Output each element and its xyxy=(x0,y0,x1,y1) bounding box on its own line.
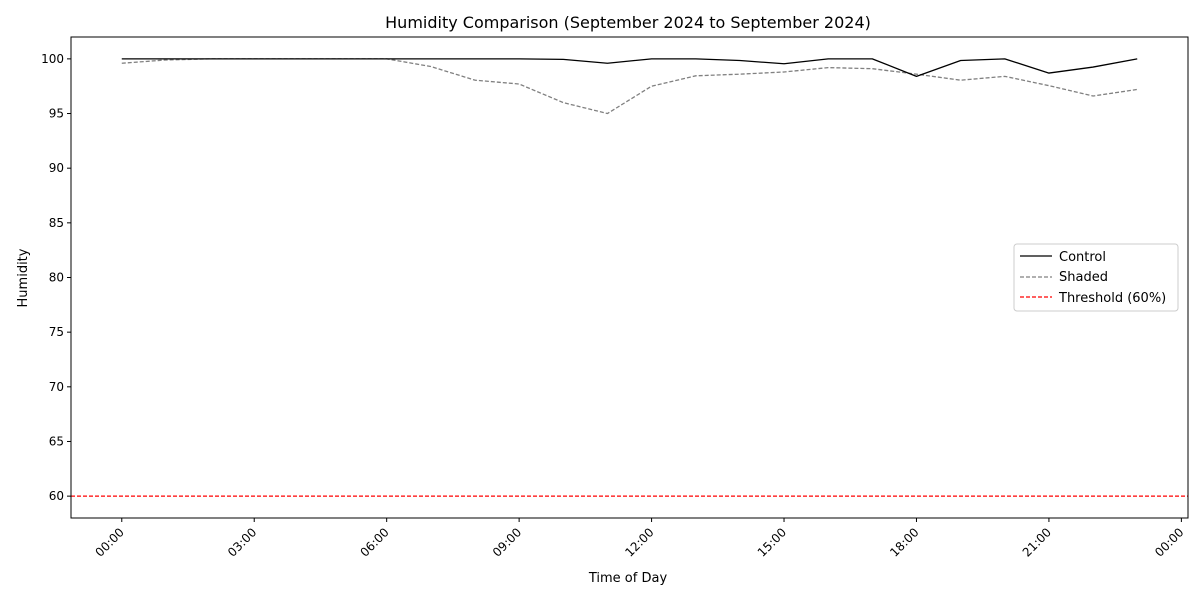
x-axis-title: Time of Day xyxy=(588,571,668,586)
y-axis-title: Humidity xyxy=(16,248,31,307)
y-tick-label: 60 xyxy=(49,489,64,503)
y-tick-label: 80 xyxy=(49,271,64,285)
x-axis: 00:00 03:00 06:00 09:00 12:00 15:00 18:00 21:00… xyxy=(93,518,1186,560)
legend: Control Shaded Threshold (60%) xyxy=(1013,243,1179,312)
legend-label-shaded: Shaded xyxy=(1059,270,1108,285)
series-line-shaded xyxy=(121,58,1138,115)
x-tick-label: 03:00 xyxy=(225,525,259,559)
x-tick-label: 18:00 xyxy=(887,525,921,559)
x-tick-label: 00:00 xyxy=(93,525,127,559)
x-tick-label: 15:00 xyxy=(755,525,789,559)
y-tick-label: 75 xyxy=(49,325,64,339)
legend-label-control: Control xyxy=(1059,250,1106,265)
y-tick-label: 95 xyxy=(49,107,64,121)
x-tick-label: 06:00 xyxy=(357,525,391,559)
y-tick-label: 65 xyxy=(49,434,64,448)
y-axis: 60 65 70 75 80 85 90 95 100 xyxy=(41,52,71,503)
plot-area xyxy=(71,58,1188,497)
y-tick-label: 90 xyxy=(49,161,64,175)
y-tick-label: 70 xyxy=(49,380,64,394)
x-tick-label: 12:00 xyxy=(622,525,656,559)
series-line-control xyxy=(121,58,1138,77)
y-tick-label: 85 xyxy=(49,216,64,230)
chart-title: Humidity Comparison (September 2024 to S… xyxy=(385,13,871,32)
legend-frame xyxy=(1013,243,1179,312)
x-tick-label: 09:00 xyxy=(490,525,524,559)
x-tick-label: 21:00 xyxy=(1020,525,1054,559)
legend-label-threshold: Threshold (60%) xyxy=(1058,291,1166,306)
x-tick-label: 00:00 xyxy=(1152,525,1186,559)
y-tick-label: 100 xyxy=(41,52,64,66)
